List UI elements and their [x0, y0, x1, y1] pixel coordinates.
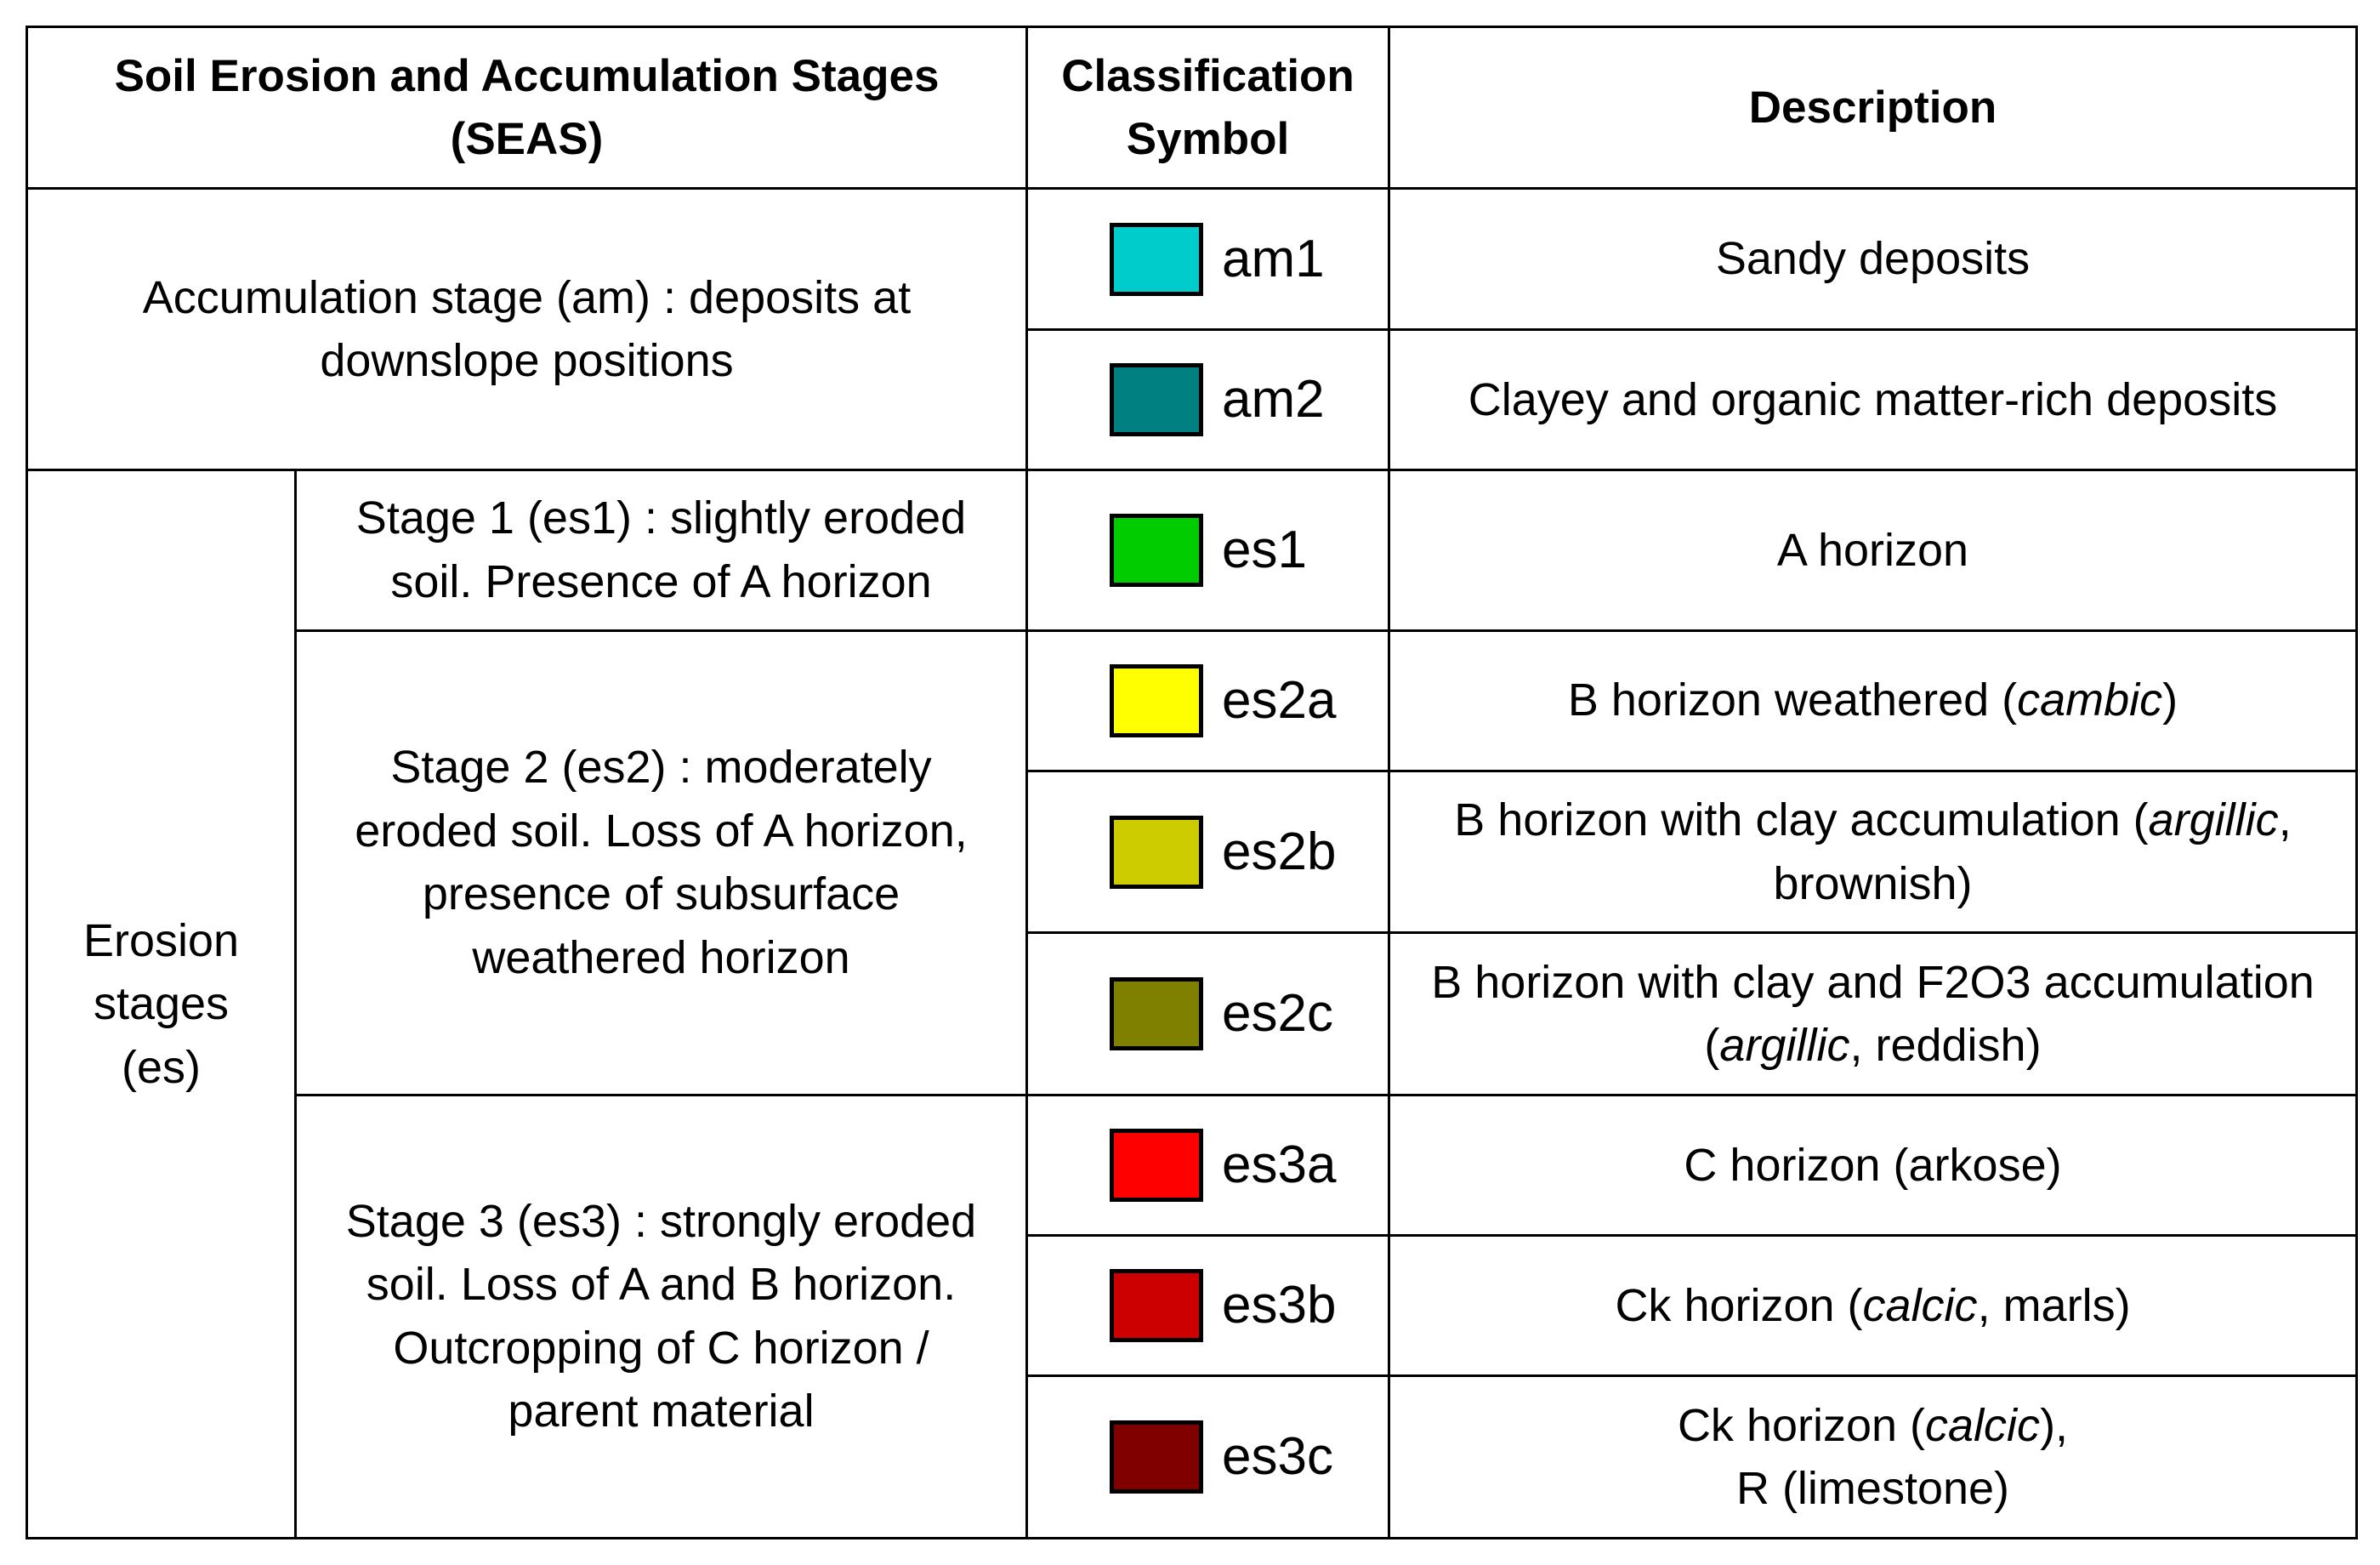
color-swatch-es2c	[1110, 977, 1203, 1051]
stage2-cell: Stage 2 (es2) : moderately eroded soil. …	[294, 629, 1028, 1096]
symbol-code: es2c	[1222, 984, 1333, 1044]
table-row: Stage 3 (es3) : strongly eroded soil. Lo…	[27, 1093, 2358, 1540]
header-seas: Soil Erosion and Accumulation Stages (SE…	[26, 25, 1028, 191]
stage3-cell: Stage 3 (es3) : strongly eroded soil. Lo…	[294, 1093, 1028, 1540]
color-swatch-es3c	[1110, 1420, 1203, 1494]
header-symbol: Classification Symbol	[1025, 25, 1390, 191]
table-row: Accumulation stage (am) : deposits at do…	[26, 187, 2358, 472]
table-row: Stage 2 (es2) : moderately eroded soil. …	[27, 629, 2358, 1096]
symbol-code: es2b	[1222, 822, 1337, 881]
color-swatch-am1	[1110, 222, 1203, 296]
description-cell: B horizon with clay accumulation (argill…	[1388, 769, 2358, 935]
symbol-code: es2a	[1222, 670, 1337, 730]
symbol-code: es3a	[1222, 1135, 1337, 1194]
seas-table: Soil Erosion and Accumulation Stages (SE…	[26, 25, 2358, 1540]
color-swatch-es1	[1110, 513, 1203, 587]
symbol-cell: am2	[1025, 327, 1390, 472]
symbol-cell: es2a	[1025, 629, 1390, 772]
table-row: es2b B horizon with clay accumulation (a…	[27, 769, 2358, 935]
color-swatch-es3b	[1110, 1269, 1203, 1343]
description-cell: B horizon with clay and F2O3 accumulatio…	[1388, 931, 2358, 1096]
description-cell: Clayey and organic matter-rich deposits	[1388, 327, 2358, 472]
symbol-cell: es3b	[1025, 1234, 1390, 1378]
symbol-cell: am1	[1025, 187, 1390, 331]
color-swatch-am2	[1110, 362, 1203, 436]
description-cell: B horizon weathered (cambic)	[1388, 629, 2358, 772]
stage1-cell: Stage 1 (es1) : slightly eroded soil. Pr…	[294, 469, 1028, 632]
header-description: Description	[1388, 25, 2358, 191]
color-swatch-es2a	[1110, 663, 1203, 737]
accumulation-stage-cell: Accumulation stage (am) : deposits at do…	[26, 187, 1028, 472]
symbol-cell: es3c	[1025, 1374, 1390, 1539]
table-row: es3b Ck horizon (calcic, marls)	[27, 1234, 2358, 1378]
description-italic-term: cambic	[2017, 674, 2163, 726]
description-italic-term: argillic	[2148, 794, 2279, 846]
symbol-code: am2	[1222, 369, 1325, 429]
symbol-cell: es2b	[1025, 769, 1390, 935]
table-row: es2c B horizon with clay and F2O3 accumu…	[27, 931, 2358, 1096]
description-italic-term: argillic	[1719, 1020, 1850, 1072]
symbol-code: am1	[1222, 229, 1325, 288]
symbol-code: es1	[1222, 520, 1307, 579]
symbol-cell: es2c	[1025, 931, 1390, 1096]
symbol-cell: es1	[1025, 469, 1390, 632]
table-row: es3c Ck horizon (calcic), R (limestone)	[27, 1374, 2358, 1539]
symbol-code: es3b	[1222, 1276, 1337, 1335]
symbol-code: es3c	[1222, 1427, 1333, 1487]
description-cell: Sandy deposits	[1388, 187, 2358, 331]
color-swatch-es2b	[1110, 815, 1203, 889]
symbol-cell: es3a	[1025, 1093, 1390, 1238]
description-cell: A horizon	[1388, 469, 2358, 632]
erosion-stages-cell: Erosion stages (es)	[26, 469, 297, 1539]
table-row: am2 Clayey and organic matter-rich depos…	[27, 327, 2358, 472]
description-italic-term: calcic	[1862, 1280, 1978, 1332]
description-cell: Ck horizon (calcic, marls)	[1388, 1234, 2358, 1378]
color-swatch-es3a	[1110, 1128, 1203, 1202]
description-cell: Ck horizon (calcic), R (limestone)	[1388, 1374, 2358, 1539]
description-italic-term: calcic	[1925, 1399, 2041, 1451]
header-row: Soil Erosion and Accumulation Stages (SE…	[26, 25, 2358, 191]
description-cell: C horizon (arkose)	[1388, 1093, 2358, 1238]
table-row: Erosion stages (es) Stage 1 (es1) : slig…	[26, 469, 2358, 1539]
